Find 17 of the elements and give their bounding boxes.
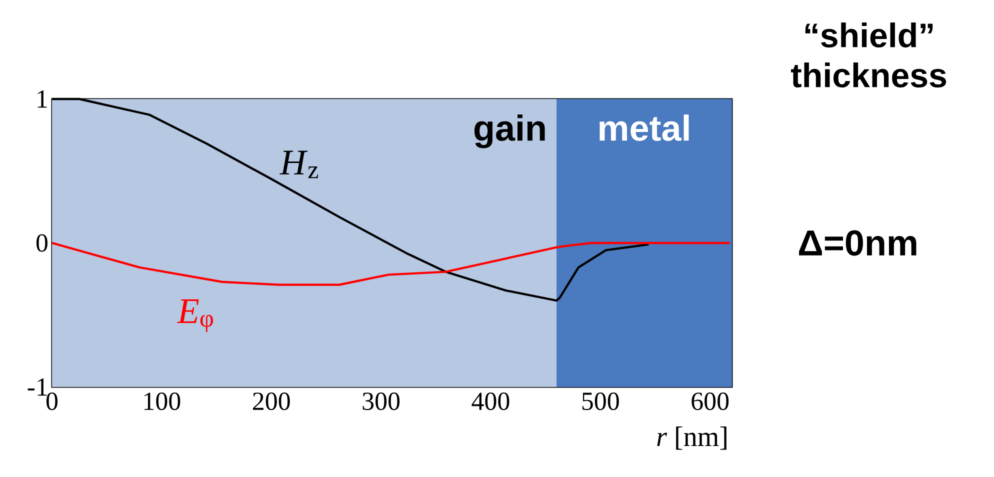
x-tick-label: 300 (362, 392, 400, 410)
x-tick-label: 200 (253, 392, 290, 410)
y-tick-label: -1 (28, 378, 47, 396)
x-tick-label: 400 (472, 392, 510, 410)
band-label: gain (474, 114, 545, 148)
text: Δ=0nm (799, 230, 916, 256)
band-label: metal (600, 114, 689, 141)
x-tick-label: 500 (582, 392, 619, 410)
x-tick-label: 600 (692, 392, 729, 410)
y-tick-label: 0 (36, 234, 48, 252)
series-label: H$_{z}$ (280, 150, 318, 178)
x-axis-title: r [nm] (657, 426, 726, 450)
line-series (50, 242, 731, 286)
y-tick-label: 1 (38, 90, 47, 108)
series-label: E$_{φ}$ (177, 299, 213, 332)
text: “shield” thickness (790, 22, 946, 88)
x-tick-label: 100 (144, 392, 180, 410)
